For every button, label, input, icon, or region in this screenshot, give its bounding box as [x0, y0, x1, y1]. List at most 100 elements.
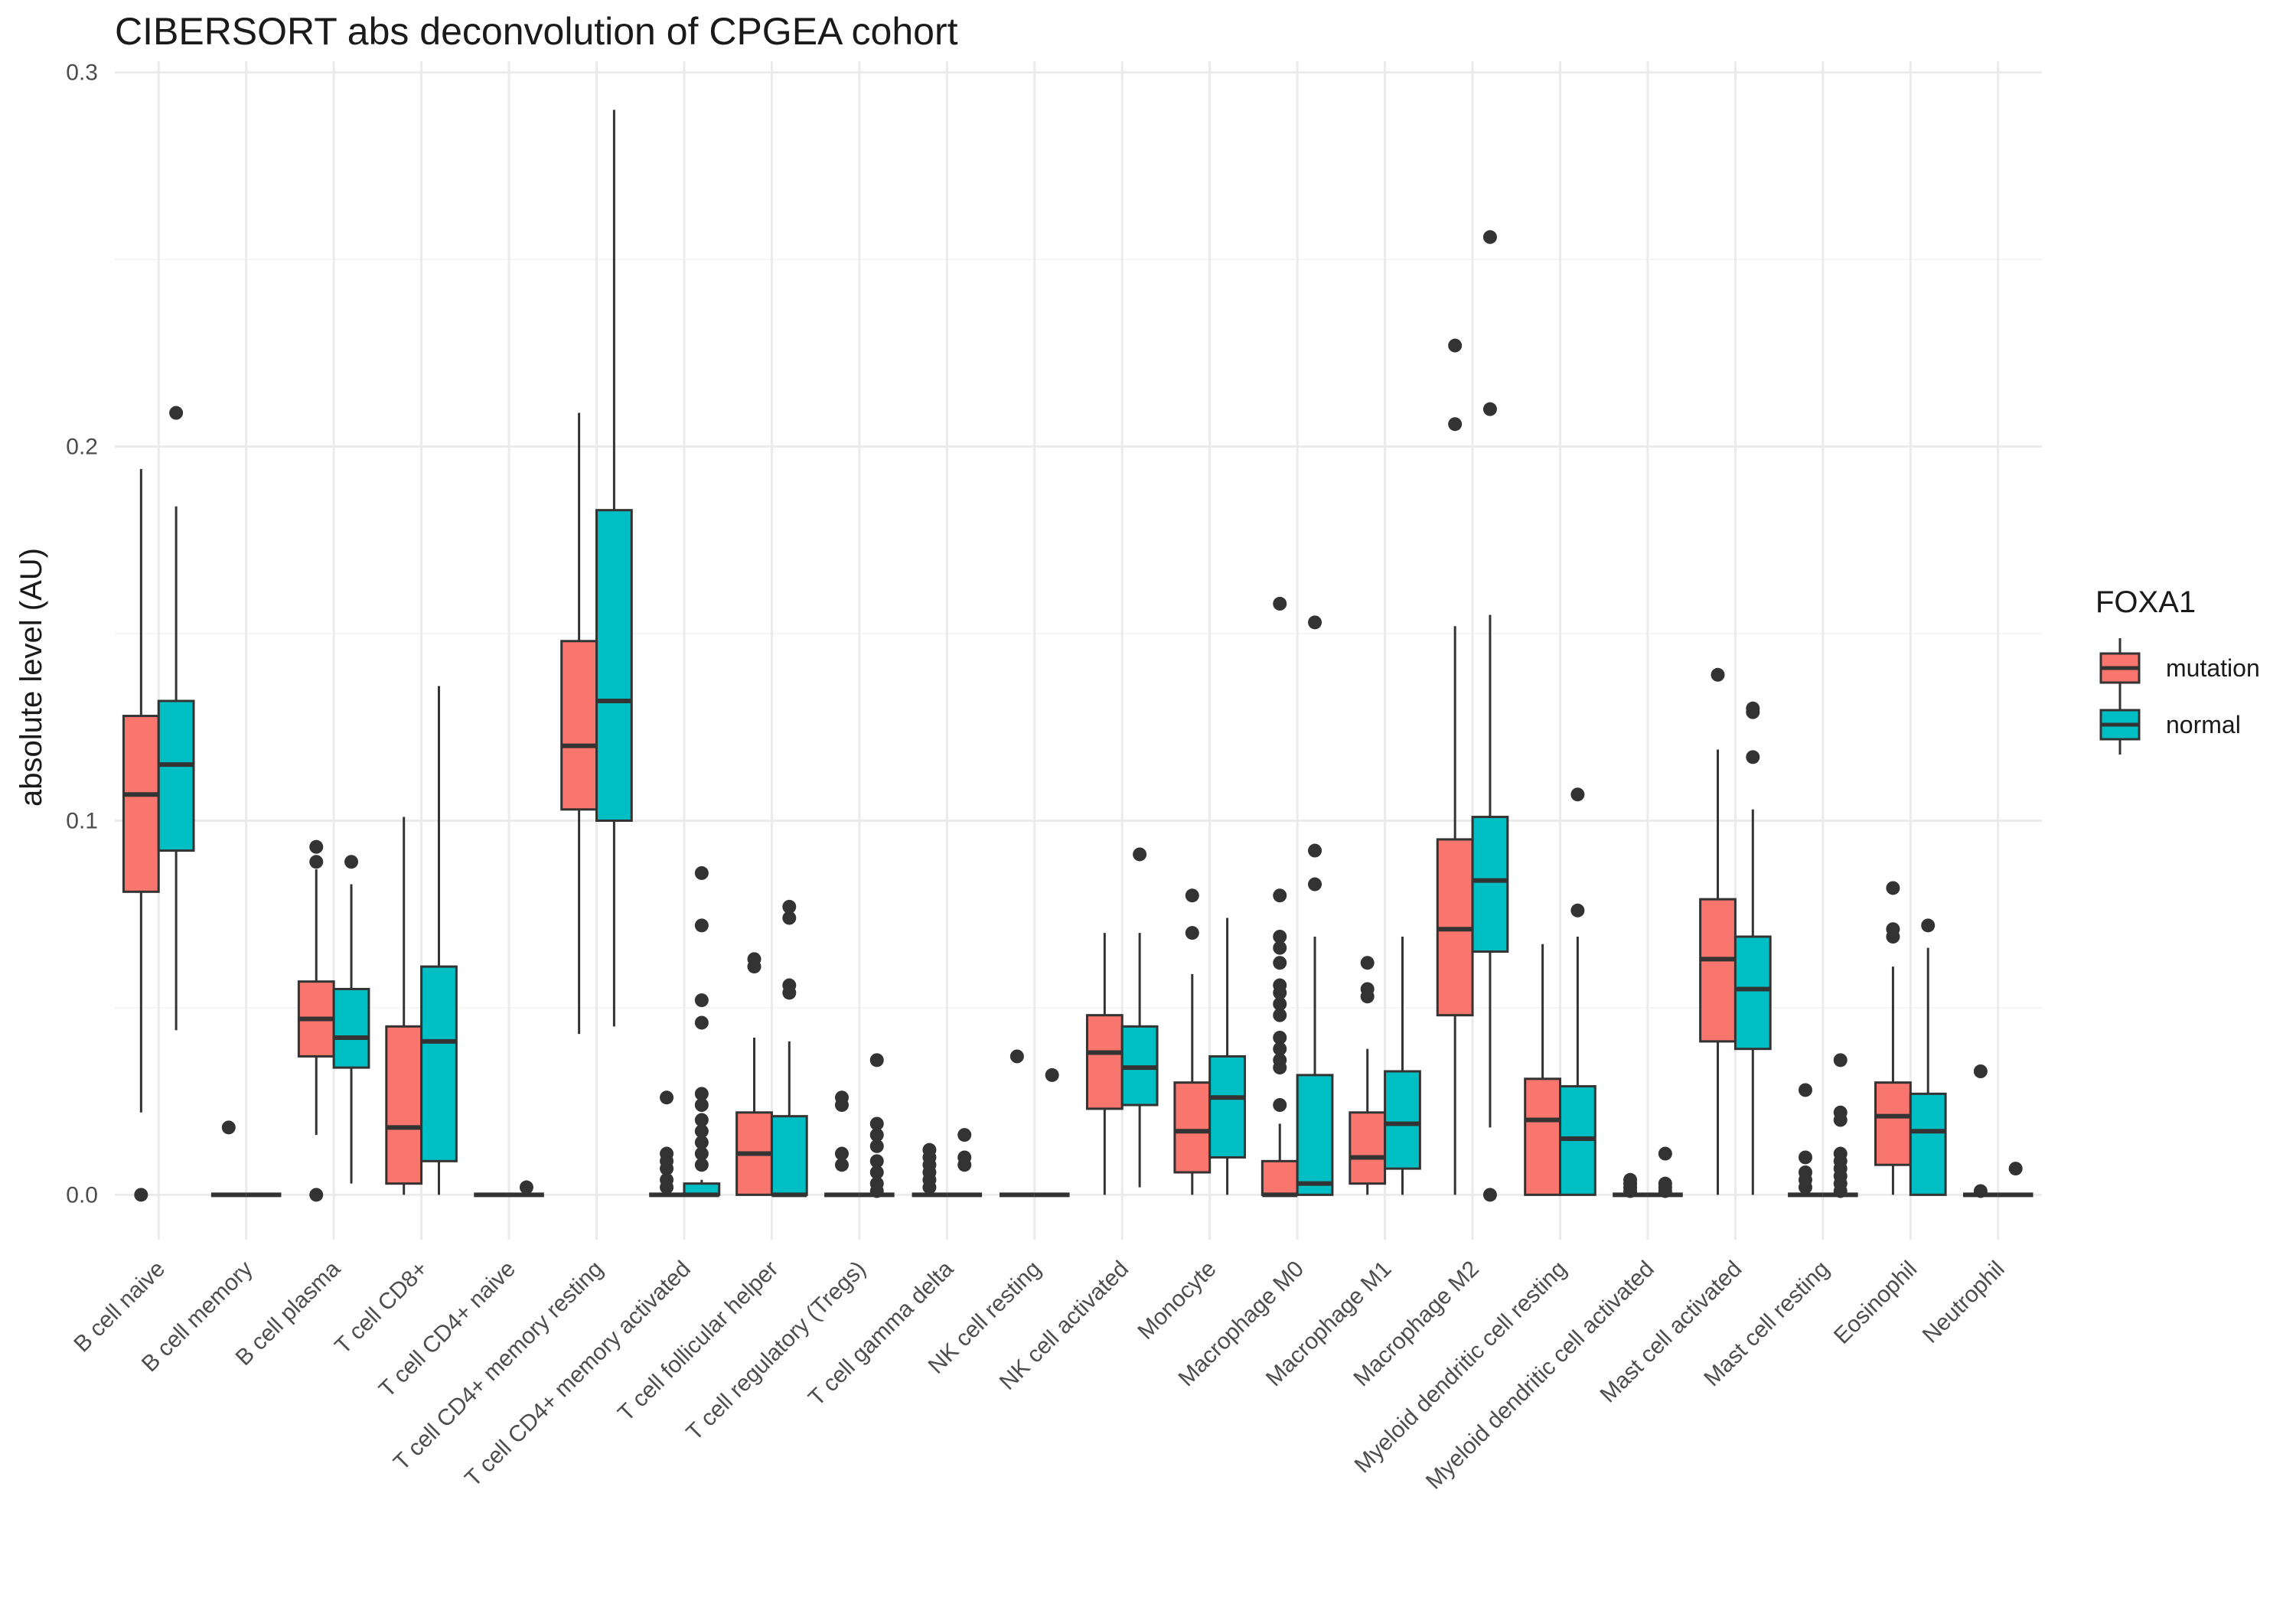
outlier-point	[1973, 1064, 1988, 1078]
outlier-point	[1045, 1068, 1059, 1082]
box-mutation	[1962, 1064, 1998, 1198]
box-mutation	[1261, 596, 1299, 1198]
outlier-point	[221, 1120, 236, 1135]
outlier-point	[660, 1172, 674, 1187]
outlier-point	[869, 1139, 884, 1153]
outlier-point	[1273, 978, 1287, 993]
box-iqr	[1296, 1074, 1334, 1196]
outlier-point	[694, 1098, 709, 1112]
box-mutation	[1613, 1172, 1648, 1198]
outlier-point	[1711, 667, 1725, 682]
box-normal	[1647, 1146, 1683, 1198]
legend: FOXA1 mutation normal	[2095, 585, 2260, 755]
y-tick-label: 0.0	[66, 1182, 98, 1208]
outlier-point	[1360, 982, 1375, 996]
outlier-point	[309, 1188, 324, 1202]
outlier-point	[694, 1015, 709, 1030]
outlier-point	[1273, 1041, 1287, 1056]
outlier-point	[1273, 930, 1287, 944]
outlier-point	[869, 1116, 884, 1131]
outlier-point	[782, 911, 797, 925]
box-normal	[420, 686, 458, 1195]
box-mutation	[1524, 944, 1561, 1196]
outlier-point	[1798, 1150, 1812, 1165]
box-iqr	[560, 640, 598, 811]
outlier-point	[1273, 997, 1287, 1011]
outlier-point	[1308, 843, 1322, 858]
outlier-point	[782, 978, 797, 993]
outlier-point	[1308, 615, 1322, 630]
outlier-point	[1308, 877, 1322, 892]
box-normal	[1208, 918, 1246, 1195]
y-tick-label: 0.2	[66, 435, 98, 460]
box-mutation	[297, 839, 335, 1202]
box-iqr	[1261, 1159, 1299, 1196]
box-mutation	[385, 817, 423, 1195]
box-mutation	[1173, 888, 1212, 1195]
box-iqr	[1524, 1077, 1561, 1196]
box-iqr	[385, 1025, 423, 1185]
box-normal	[1120, 847, 1159, 1188]
outlier-point	[694, 1113, 709, 1127]
outlier-point	[1273, 1031, 1287, 1045]
outlier-point	[1746, 750, 1760, 764]
box-normal	[595, 109, 633, 1027]
outlier-point	[1448, 417, 1463, 432]
outlier-point	[169, 406, 184, 420]
outlier-point	[1273, 956, 1287, 970]
outlier-point	[1133, 847, 1147, 862]
y-axis-label: absolute level (AU)	[15, 548, 48, 807]
box-iqr	[1085, 1014, 1124, 1110]
legend-title: FOXA1	[2095, 585, 2196, 619]
outlier-point	[869, 1128, 884, 1143]
outlier-point	[957, 1128, 972, 1143]
outlier-point	[922, 1143, 937, 1157]
box-mutation	[649, 1090, 684, 1198]
outlier-point	[1185, 926, 1199, 940]
box-iqr	[332, 987, 370, 1069]
box-normal	[157, 406, 195, 1031]
outlier-point	[1746, 701, 1760, 715]
outlier-point	[1886, 922, 1900, 937]
box-normal	[1034, 1068, 1070, 1198]
outlier-point	[1570, 787, 1585, 802]
box-normal	[1909, 918, 1947, 1196]
box-iqr	[420, 965, 458, 1162]
box-iqr	[122, 715, 160, 893]
outlier-point	[1273, 1053, 1287, 1068]
outlier-point	[869, 1176, 884, 1191]
outlier-point	[1273, 940, 1287, 955]
outlier-point	[344, 855, 359, 869]
x-tick-label: Monocyte	[1133, 1257, 1221, 1345]
box-iqr	[1173, 1081, 1212, 1174]
box-iqr	[595, 509, 633, 822]
box-mutation	[1085, 933, 1124, 1195]
box-mutation	[1874, 881, 1912, 1195]
box-normal	[947, 1128, 983, 1198]
outlier-point	[694, 1124, 709, 1139]
box-mutation	[824, 1090, 859, 1198]
outlier-point	[834, 1158, 849, 1172]
outlier-point	[869, 1053, 884, 1068]
box-mutation	[1788, 1083, 1823, 1198]
outlier-point	[309, 839, 324, 854]
outlier-point	[1570, 903, 1585, 918]
box-normal	[332, 855, 370, 1184]
outlier-point	[694, 918, 709, 933]
x-tick-label: T cell regulatory (Tregs)	[681, 1257, 870, 1446]
outlier-point	[1833, 1053, 1848, 1068]
outlier-point	[1886, 881, 1900, 895]
box-mutation	[1699, 667, 1737, 1195]
outlier-point	[694, 1146, 709, 1161]
box-iqr	[1909, 1092, 1947, 1196]
box-mutation	[735, 952, 773, 1196]
outlier-point	[694, 1087, 709, 1101]
outlier-point	[834, 1146, 849, 1161]
outlier-point	[1482, 402, 1497, 416]
x-tick-label: Neutrophil	[1918, 1257, 2010, 1348]
box-mutation	[999, 1049, 1035, 1198]
box-normal	[683, 865, 721, 1198]
box-normal	[1822, 1053, 1858, 1198]
box-normal	[859, 1053, 895, 1198]
